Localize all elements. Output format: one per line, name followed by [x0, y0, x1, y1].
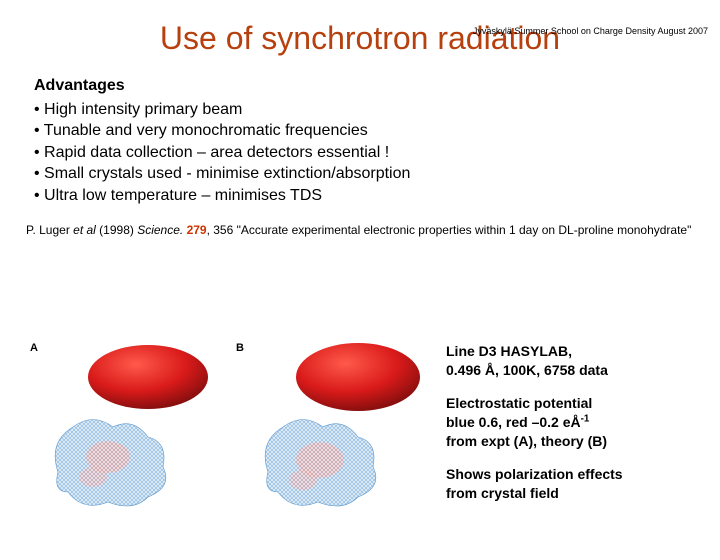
info-line: from crystal field — [446, 485, 559, 501]
figure-label-a: A — [30, 342, 38, 354]
molecule-figure-b — [248, 342, 428, 522]
advantage-item: Ultra low temperature – minimises TDS — [34, 185, 720, 207]
citation-rest: , 356 "Accurate experimental electronic … — [207, 223, 692, 237]
citation-authors: P. Luger — [26, 223, 73, 237]
figure-area: A B — [26, 342, 696, 542]
info-block-3: Shows polarization effects from crystal … — [446, 465, 706, 503]
info-line: Electrostatic potential — [446, 395, 592, 411]
citation: P. Luger et al (1998) Science. 279, 356 … — [26, 223, 694, 239]
info-line: 0.496 Å, 100K, 6758 data — [446, 362, 608, 378]
citation-etal: et al — [73, 223, 96, 237]
advantage-item: Tunable and very monochromatic frequenci… — [34, 120, 720, 142]
advantages-heading: Advantages — [34, 75, 720, 97]
info-block-2: Electrostatic potential blue 0.6, red –0… — [446, 394, 706, 451]
advantage-item: High intensity primary beam — [34, 99, 720, 121]
figure-label-b: B — [236, 342, 244, 354]
citation-journal: Science. — [137, 223, 183, 237]
citation-volume: 279 — [183, 223, 206, 237]
info-line: from expt (A), theory (B) — [446, 433, 607, 449]
advantage-item: Rapid data collection – area detectors e… — [34, 142, 720, 164]
advantage-item: Small crystals used - minimise extinctio… — [34, 163, 720, 185]
header-note: Jyväskylä Summer School on Charge Densit… — [473, 26, 708, 36]
molecule-figure-a — [38, 342, 218, 522]
citation-year: (1998) — [96, 223, 137, 237]
advantages-section: Advantages High intensity primary beam T… — [34, 75, 720, 207]
info-line: Line D3 HASYLAB, — [446, 343, 572, 359]
info-box: Line D3 HASYLAB, 0.496 Å, 100K, 6758 dat… — [446, 342, 706, 517]
info-block-1: Line D3 HASYLAB, 0.496 Å, 100K, 6758 dat… — [446, 342, 706, 380]
info-line: Shows polarization effects — [446, 466, 623, 482]
info-line: blue 0.6, red –0.2 eÅ-1 — [446, 414, 589, 430]
